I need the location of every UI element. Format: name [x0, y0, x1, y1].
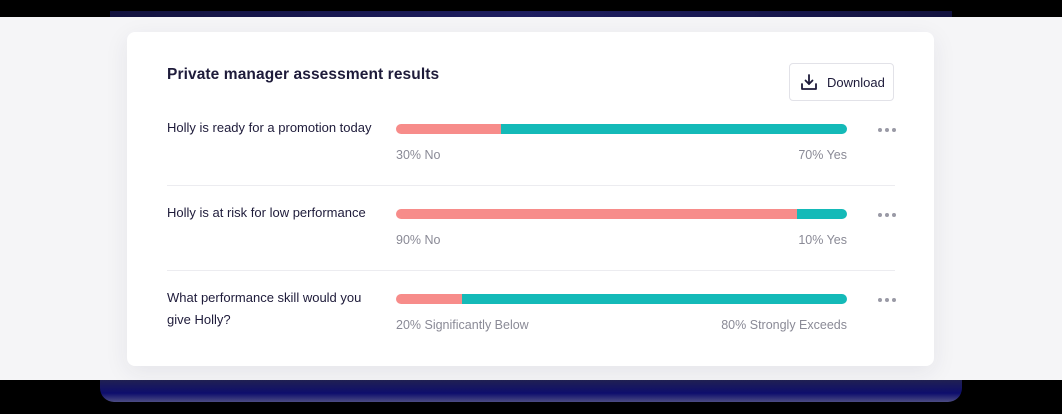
more-dot — [878, 213, 882, 217]
download-button-label: Download — [827, 74, 885, 90]
more-dot — [885, 128, 889, 132]
bar-segment-positive — [501, 124, 847, 134]
top-edge-band — [0, 0, 1062, 17]
result-row: Holly is at risk for low performance 90%… — [167, 185, 896, 270]
result-bar — [396, 294, 847, 304]
download-button[interactable]: Download — [789, 63, 894, 101]
bar-segment-positive — [797, 209, 847, 219]
question-text: Holly is at risk for low performance — [167, 205, 366, 220]
bar-right-label: 10% Yes — [798, 233, 847, 247]
bar-segment-negative — [396, 294, 462, 304]
bottom-edge-band — [0, 380, 1062, 414]
more-options-button[interactable] — [878, 212, 896, 218]
bar-left-label: 20% Significantly Below — [396, 318, 529, 332]
more-dot — [892, 128, 896, 132]
result-row: Holly is ready for a promotion today 30%… — [167, 117, 896, 185]
more-dot — [878, 298, 882, 302]
more-dot — [885, 298, 889, 302]
result-row: What performance skill would you give Ho… — [167, 270, 896, 361]
bar-segment-positive — [461, 294, 847, 304]
bar-right-label: 70% Yes — [798, 148, 847, 162]
bar-left-label: 30% No — [396, 148, 441, 162]
assessment-results-card: Private manager assessment results Downl… — [127, 32, 934, 366]
question-text: Holly is ready for a promotion today — [167, 120, 372, 135]
bar-segment-negative — [396, 209, 798, 219]
bar-segment-negative — [396, 124, 502, 134]
more-options-button[interactable] — [878, 297, 896, 303]
more-dot — [892, 298, 896, 302]
more-dot — [885, 213, 889, 217]
more-dot — [878, 128, 882, 132]
card-title: Private manager assessment results — [167, 66, 440, 83]
more-dot — [892, 213, 896, 217]
more-options-button[interactable] — [878, 127, 896, 133]
bar-right-label: 80% Strongly Exceeds — [721, 318, 847, 332]
download-icon — [801, 74, 817, 90]
bar-left-label: 90% No — [396, 233, 441, 247]
question-text: What performance skill would you give Ho… — [167, 290, 362, 327]
result-bar — [396, 124, 847, 134]
result-bar — [396, 209, 847, 219]
